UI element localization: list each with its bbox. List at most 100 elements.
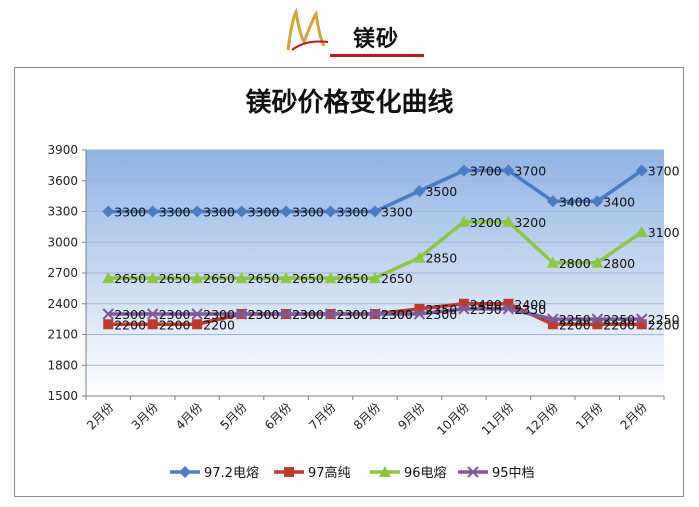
data-label: 2400 <box>470 297 502 312</box>
data-point <box>591 313 604 325</box>
data-label: 2400 <box>514 297 546 312</box>
chart-title: 镁砂价格变化曲线 <box>245 88 454 118</box>
legend-marker <box>379 466 391 477</box>
data-label: 3200 <box>470 215 502 230</box>
data-point <box>547 319 558 330</box>
data-label: 2850 <box>425 251 457 266</box>
x-tick-label: 5月份 <box>217 400 249 432</box>
data-point <box>591 256 604 268</box>
data-label: 2650 <box>203 271 235 286</box>
data-point <box>457 215 470 227</box>
x-tick-label: 9月份 <box>395 400 427 432</box>
data-point <box>235 205 248 218</box>
data-point <box>369 205 381 218</box>
data-point <box>503 298 514 309</box>
data-label: 3700 <box>648 164 680 179</box>
data-label: 2300 <box>337 307 369 322</box>
data-label: 2200 <box>648 317 680 332</box>
y-tick-label: 3600 <box>47 174 78 188</box>
data-label: 2200 <box>114 317 146 332</box>
data-point <box>502 164 515 177</box>
data-label: 2350 <box>425 302 457 317</box>
data-point <box>191 272 204 284</box>
logo-icon <box>286 7 329 51</box>
brand-underline <box>330 54 424 57</box>
data-label: 2200 <box>203 317 235 332</box>
data-label: 2300 <box>159 307 191 322</box>
data-point <box>191 205 204 218</box>
data-label: 3300 <box>292 205 324 220</box>
data-point <box>458 298 469 309</box>
data-label: 3100 <box>648 225 680 240</box>
data-label: 2350 <box>514 302 546 317</box>
data-label: 3400 <box>603 194 635 209</box>
data-label: 3700 <box>470 164 502 179</box>
data-point <box>280 308 292 320</box>
y-tick-label: 3000 <box>47 235 78 249</box>
data-label: 2250 <box>648 312 680 327</box>
data-point <box>324 272 337 284</box>
data-label: 2250 <box>559 312 591 327</box>
data-point <box>636 319 647 330</box>
data-point <box>635 164 648 177</box>
data-point <box>636 313 648 325</box>
data-point <box>235 272 248 284</box>
data-label: 2800 <box>603 256 635 271</box>
x-tick-label: 7月份 <box>306 400 338 432</box>
data-label: 3300 <box>203 205 235 220</box>
data-point <box>324 205 337 218</box>
data-label: 2300 <box>248 307 280 322</box>
data-label: 2300 <box>337 307 369 322</box>
brand-header: 镁砂 <box>0 0 699 62</box>
y-tick-label: 2100 <box>47 328 78 342</box>
y-tick-label: 1800 <box>47 358 78 372</box>
data-point <box>413 308 426 320</box>
data-label: 2300 <box>114 307 146 322</box>
data-label: 2300 <box>292 307 324 322</box>
data-point <box>191 308 203 320</box>
brand-name: 镁砂 <box>353 26 400 52</box>
y-tick-label: 2400 <box>47 297 78 311</box>
data-point <box>413 251 426 263</box>
data-label: 2650 <box>159 271 191 286</box>
legend-label: 95中档 <box>492 466 535 481</box>
x-tick-label: 2月份 <box>618 400 650 432</box>
data-point <box>457 164 470 177</box>
y-tick-label: 3300 <box>47 205 78 219</box>
data-label: 2300 <box>381 307 413 322</box>
y-tick-label: 2700 <box>47 266 78 280</box>
data-point <box>591 195 604 208</box>
data-label: 2200 <box>559 317 591 332</box>
data-point <box>280 205 293 218</box>
x-tick-label: 10月份 <box>434 400 472 438</box>
legend-label: 97.2电熔 <box>204 466 259 481</box>
x-tick-label: 2月份 <box>84 400 116 432</box>
data-label: 2650 <box>248 271 280 286</box>
data-point <box>592 319 603 330</box>
y-tick-label: 1500 <box>47 389 78 403</box>
data-point <box>280 272 293 284</box>
data-point <box>635 226 648 237</box>
x-tick-label: 3月份 <box>129 400 161 432</box>
y-tick-label: 3900 <box>47 143 78 157</box>
data-label: 2300 <box>203 307 235 322</box>
data-label: 2350 <box>470 302 502 317</box>
data-label: 3500 <box>425 184 457 199</box>
data-label: 2200 <box>603 317 635 332</box>
data-point <box>369 272 381 284</box>
data-point <box>192 319 203 330</box>
data-point <box>102 308 114 320</box>
data-point <box>546 195 559 208</box>
data-label: 3300 <box>159 205 191 220</box>
data-label: 3300 <box>248 205 280 220</box>
data-label: 2300 <box>425 307 457 322</box>
data-point <box>414 303 425 314</box>
data-point <box>546 256 559 268</box>
data-point <box>146 205 159 218</box>
data-point <box>502 215 515 227</box>
data-label: 2650 <box>114 271 146 286</box>
data-label: 3300 <box>114 205 146 220</box>
data-point <box>147 319 158 330</box>
x-tick-label: 4月份 <box>173 400 205 432</box>
legend-marker <box>179 466 191 478</box>
